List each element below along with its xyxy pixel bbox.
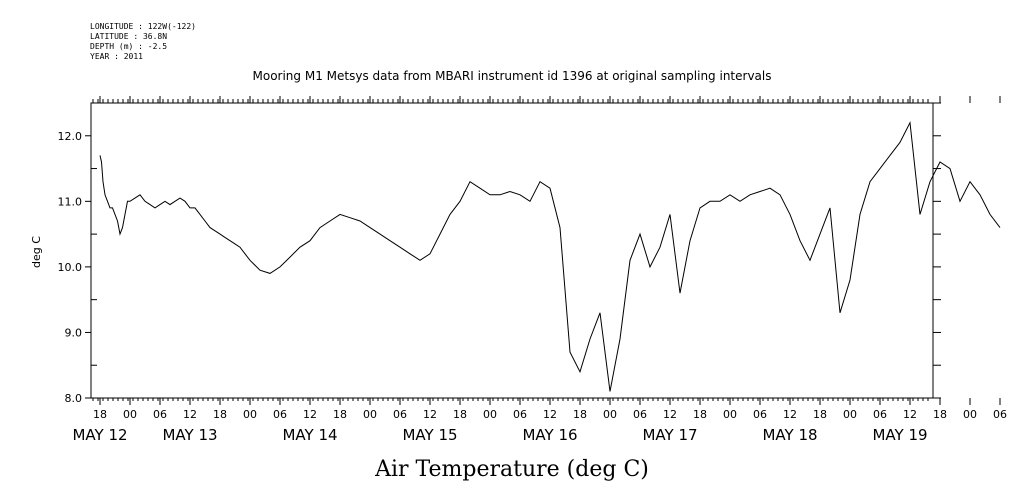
x-tick-label: 12 [903, 408, 917, 421]
x-tick-label: 00 [963, 408, 977, 421]
x-tick-label: 12 [543, 408, 557, 421]
metadata-block: LONGITUDE : 122W(-122) LATITUDE : 36.8N … [90, 22, 196, 62]
latitude-label: LATITUDE : 36.8N [90, 32, 168, 41]
x-axis-label: Air Temperature (deg C) [374, 457, 649, 482]
x-tick-label: 18 [213, 408, 227, 421]
day-label: MAY 14 [282, 426, 337, 444]
day-label: MAY 17 [642, 426, 697, 444]
x-tick-label: 00 [723, 408, 737, 421]
x-tick-label: 18 [933, 408, 947, 421]
x-tick-label: 06 [633, 408, 647, 421]
x-tick-label: 06 [153, 408, 167, 421]
x-tick-label: 00 [603, 408, 617, 421]
x-tick-label: 06 [273, 408, 287, 421]
x-tick-label: 12 [423, 408, 437, 421]
x-tick-label: 18 [93, 408, 107, 421]
ticks-layer: 8.0 9.0 10.0 11.0 12.0 18 00 06 12 18 00 06 12 18 00 06… [58, 96, 1007, 444]
y-tick-label: 8.0 [65, 392, 83, 405]
x-tick-label: 06 [393, 408, 407, 421]
x-tick-label: 06 [873, 408, 887, 421]
x-tick-label: 00 [243, 408, 257, 421]
x-tick-label: 12 [303, 408, 317, 421]
x-tick-label: 00 [363, 408, 377, 421]
x-tick-label: 18 [333, 408, 347, 421]
x-tick-label: 18 [573, 408, 587, 421]
y-tick-label: 11.0 [58, 195, 83, 208]
series-line [99, 120, 1001, 392]
longitude-label: LONGITUDE : 122W(-122) [90, 22, 196, 31]
x-tick-label: 00 [843, 408, 857, 421]
y-tick-label: 10.0 [58, 261, 83, 274]
x-tick-label: 12 [183, 408, 197, 421]
series-layer [99, 120, 1001, 392]
x-tick-label: 12 [663, 408, 677, 421]
x-tick-label: 06 [753, 408, 767, 421]
x-tick-label: 00 [483, 408, 497, 421]
day-label: MAY 15 [402, 426, 457, 444]
chart-title: Mooring M1 Metsys data from MBARI instru… [253, 69, 772, 83]
x-tick-label: 00 [123, 408, 137, 421]
day-label: MAY 19 [872, 426, 927, 444]
x-tick-label: 18 [453, 408, 467, 421]
plot-border [90, 102, 934, 399]
year-label: YEAR : 2011 [90, 52, 143, 61]
day-label: MAY 13 [162, 426, 217, 444]
depth-label: DEPTH (m) : -2.5 [90, 42, 168, 51]
y-tick-label: 9.0 [65, 326, 83, 339]
x-tick-label: 18 [693, 408, 707, 421]
day-label: MAY 16 [522, 426, 577, 444]
x-tick-label: 06 [993, 408, 1007, 421]
day-label: MAY 18 [762, 426, 817, 444]
day-label: MAY 12 [72, 426, 127, 444]
y-tick-label: 12.0 [58, 130, 83, 143]
y-axis-label: deg C [30, 236, 43, 268]
x-tick-label: 18 [813, 408, 827, 421]
plot-frame [90, 102, 934, 399]
x-tick-label: 06 [513, 408, 527, 421]
x-tick-label: 12 [783, 408, 797, 421]
